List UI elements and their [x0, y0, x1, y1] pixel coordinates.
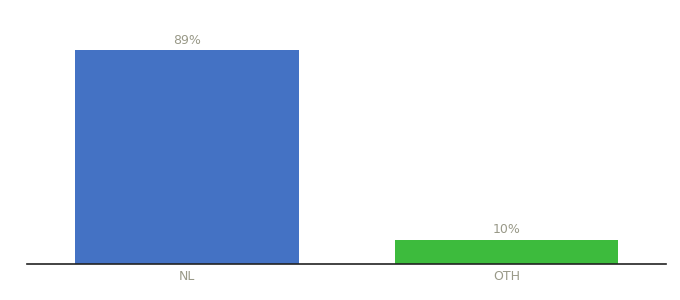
Text: 10%: 10%	[493, 224, 520, 236]
Bar	[394, 240, 618, 264]
Bar	[75, 50, 299, 264]
Text: 89%: 89%	[173, 34, 201, 47]
